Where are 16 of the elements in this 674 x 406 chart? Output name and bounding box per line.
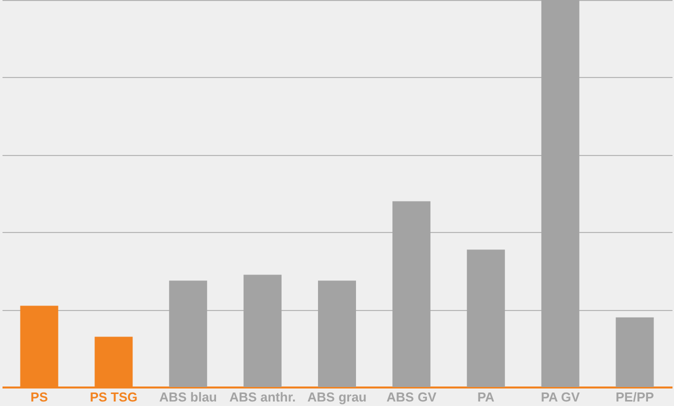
x-tick-label: PS (30, 390, 48, 404)
x-tick-label: PA (477, 390, 496, 404)
bar (541, 0, 580, 387)
bar (244, 274, 282, 387)
bar (466, 250, 505, 387)
bar (616, 317, 654, 387)
x-tick-label: ABS GV (386, 390, 437, 404)
x-tick-label: PA GV (540, 390, 580, 404)
bar (318, 280, 356, 387)
bar (392, 201, 430, 387)
x-tick-label: PS TSG (90, 390, 138, 404)
bar (169, 280, 208, 387)
x-tick-label: ABS grau (307, 390, 367, 404)
x-tick-label: PE/PP (616, 390, 654, 404)
x-tick-label: ABS blau (159, 390, 218, 404)
x-tick-label: ABS anthr. (229, 390, 296, 404)
